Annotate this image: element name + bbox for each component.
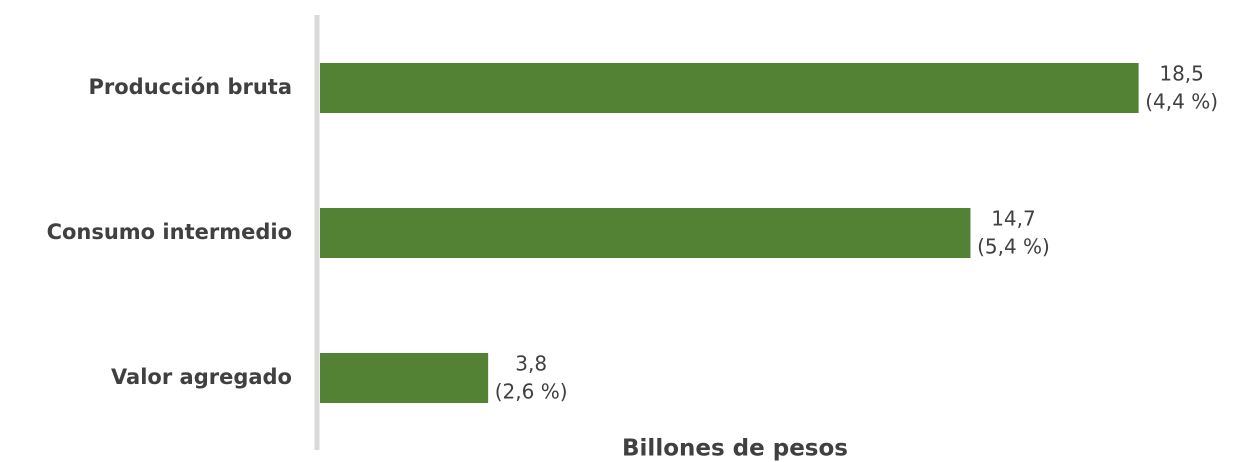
value-label: 3,8	[515, 352, 547, 376]
bar	[320, 63, 1139, 113]
growth-label: (5,4 %)	[977, 235, 1050, 259]
growth-label: (4,4 %)	[1145, 90, 1218, 114]
y-tick-label: Valor agregado	[111, 365, 292, 389]
value-label: 14,7	[991, 207, 1036, 231]
y-tick-label: Producción bruta	[89, 75, 293, 99]
y-tick-label: Consumo intermedio	[47, 220, 292, 244]
x-axis-label: Billones de pesos	[622, 436, 848, 462]
bar	[320, 353, 489, 403]
bar	[320, 208, 971, 258]
growth-label: (2,6 %)	[495, 380, 568, 404]
value-label: 18,5	[1159, 62, 1204, 86]
